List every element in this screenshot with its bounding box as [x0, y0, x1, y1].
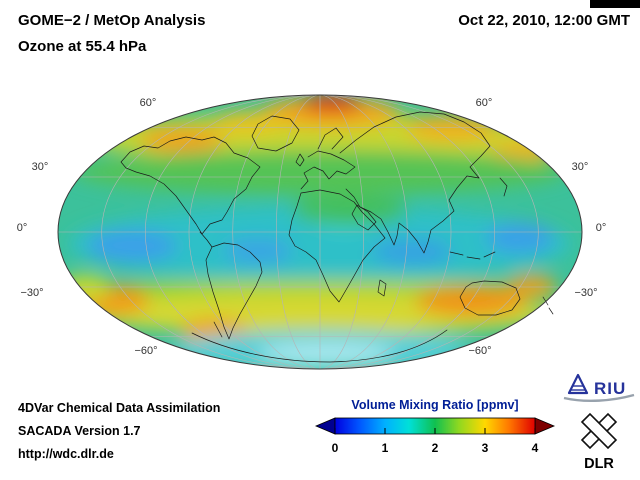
coast-south-america [205, 242, 263, 340]
coast-greenland [251, 115, 300, 152]
coast-antarctic-peninsula [213, 321, 223, 338]
colorbar-tick-4: 4 [532, 441, 539, 455]
coast-madagascar [377, 279, 387, 297]
colorbar-tick-1: 1 [382, 441, 389, 455]
dlr-logo-text: DLR [584, 456, 614, 472]
riu-triangle-icon [567, 373, 589, 395]
dlr-logo: DLR [580, 412, 618, 472]
coast-asia [339, 111, 491, 254]
colorbar-tick-marks [334, 428, 536, 434]
riu-logo: RIU [563, 373, 635, 402]
colorbar-title: Volume Mixing Ratio [ppmv] [351, 398, 518, 412]
top-right-black-strip [590, 0, 640, 8]
lat-label-30s-right: −30° [574, 287, 597, 299]
footer-url: http://wdc.dlr.de [18, 447, 114, 461]
colorbar: Volume Mixing Ratio [ppmv] 0 [314, 398, 556, 455]
coastlines [120, 111, 554, 363]
colorbar-tick-0: 0 [332, 441, 339, 455]
lat-label-30n-right: 30° [572, 161, 589, 173]
footer-version: SACADA Version 1.7 [18, 424, 141, 438]
lat-label-30n-left: 30° [32, 161, 49, 173]
figure-datetime: Oct 22, 2010, 12:00 GMT [458, 12, 630, 29]
coast-north-america [120, 136, 261, 235]
footer-assimilation: 4DVar Chemical Data Assimilation [18, 401, 221, 415]
lat-label-60s-left: −60° [134, 345, 157, 357]
map-outline [57, 94, 583, 370]
lat-label-60s-right: −60° [468, 345, 491, 357]
coast-uk [295, 153, 305, 167]
latitude-labels: 60° 30° 0° −30° −60° 60° 30° 0° −30° −60… [17, 97, 607, 357]
coast-japan [499, 177, 508, 197]
coast-indonesia [449, 251, 496, 260]
riu-swoosh [563, 393, 635, 402]
colorbar-tick-3: 3 [482, 441, 489, 455]
coast-antarctica [191, 329, 448, 363]
colorbar-right-arrow [534, 417, 556, 435]
lat-label-60n-right: 60° [476, 97, 493, 109]
coast-new-zealand [542, 296, 554, 315]
colorbar-left-arrow [314, 417, 336, 435]
figure-subtitle: Ozone at 55.4 hPa [18, 38, 147, 55]
coast-europe [300, 150, 356, 190]
lat-label-0-left: 0° [17, 222, 28, 234]
lat-label-30s-left: −30° [20, 287, 43, 299]
figure-title: GOME−2 / MetOp Analysis [18, 12, 206, 29]
dlr-wing-icon [580, 412, 618, 450]
coast-scandinavia [317, 127, 344, 150]
coast-australia [459, 280, 521, 316]
colorbar-tick-2: 2 [432, 441, 439, 455]
coast-arabia [351, 204, 377, 231]
riu-logo-text: RIU [594, 379, 626, 398]
coast-central-america [199, 231, 213, 248]
lat-label-0-right: 0° [596, 222, 607, 234]
lat-label-60n-left: 60° [140, 97, 157, 109]
